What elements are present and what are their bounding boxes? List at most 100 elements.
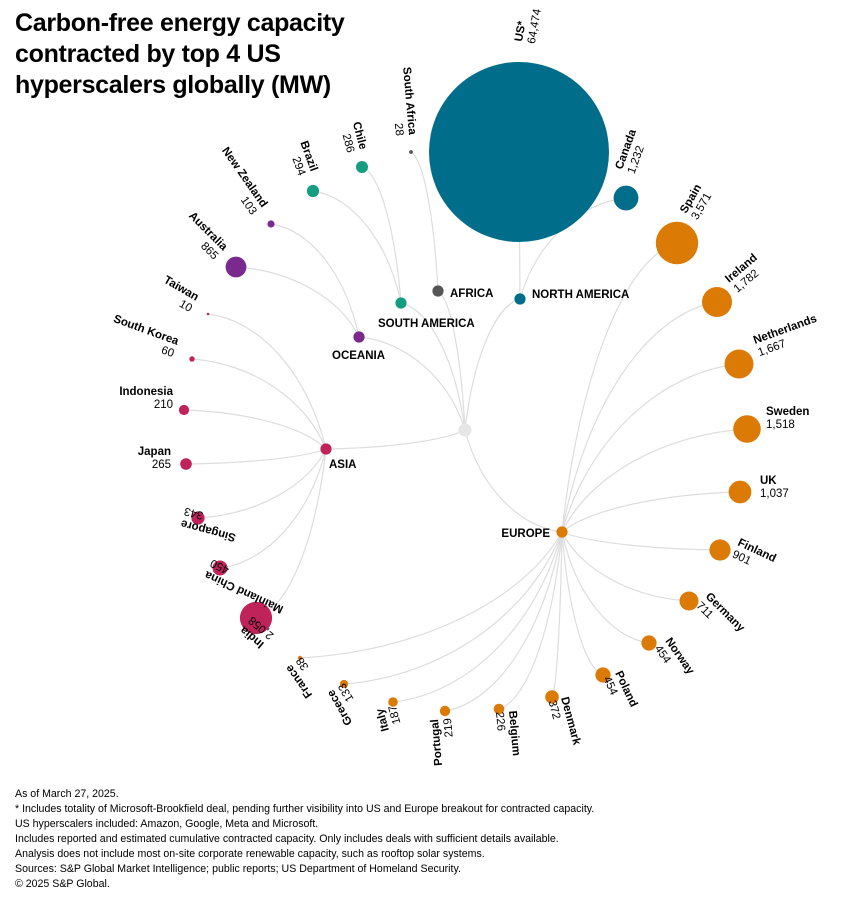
link-sweden [561, 428, 748, 533]
bubble-canada [613, 185, 639, 211]
link-brazil [312, 190, 402, 304]
country-name-netherlands: Netherlands [752, 313, 819, 347]
bubble-poland [595, 667, 611, 683]
link-germany [561, 531, 690, 602]
link-netherlands [561, 363, 740, 533]
link-spain [561, 242, 678, 533]
bubble-ireland [702, 287, 732, 317]
link-root-north-america [464, 298, 521, 431]
hub-north-america [514, 293, 526, 305]
country-value-south-africa: 28 [392, 123, 405, 137]
bubble-south-africa [409, 150, 413, 154]
bubble-chile [356, 161, 368, 173]
link-singapore [197, 448, 327, 519]
footnote-sources: Sources: S&P Global Market Intelligence;… [15, 863, 461, 875]
link-uk [561, 491, 741, 533]
hub-africa [432, 285, 444, 297]
footnote-methodology: Includes reported and estimated cumulati… [15, 833, 559, 845]
bubble-taiwan [206, 312, 210, 316]
bubble-new-zealand [267, 220, 275, 228]
footnote-hyperscalers: US hyperscalers included: Amazon, Google… [15, 818, 319, 830]
link-australia [235, 266, 360, 338]
country-value-italy: 187 [387, 704, 404, 726]
node-layer [178, 62, 761, 717]
bubble-mainland-china [212, 560, 228, 576]
region-label-oceania: OCEANIA [332, 350, 385, 362]
region-label-europe: EUROPE [501, 528, 550, 540]
link-belgium [498, 531, 563, 710]
country-name-taiwan: Taiwan [161, 274, 200, 303]
hub-europe [556, 526, 568, 538]
bubble-greece [339, 679, 349, 689]
chart-title: Carbon-free energy capacity contracted b… [15, 9, 345, 99]
link-france [299, 531, 563, 659]
country-name-us: US* [513, 20, 528, 43]
country-name-south-africa: South Africa [400, 67, 418, 136]
bubble-portugal [439, 705, 451, 717]
country-name-sweden: Sweden [766, 406, 809, 418]
bubble-india [239, 601, 273, 635]
country-name-japan: Japan [138, 446, 171, 458]
bubble-netherlands [724, 349, 754, 379]
root-node [458, 423, 472, 437]
country-name-south-korea: South Korea [112, 313, 181, 348]
link-italy [392, 531, 563, 703]
link-poland [561, 531, 604, 676]
country-value-japan: 265 [152, 459, 171, 471]
region-label-asia: ASIA [329, 459, 356, 471]
country-value-indonesia: 210 [154, 399, 173, 411]
label-uk: UK1,037 [760, 475, 789, 500]
country-value-uk: 1,037 [760, 488, 789, 500]
bubble-italy [388, 697, 398, 707]
footnote-asterisk: * Includes totality of Microsoft-Brookfi… [15, 803, 595, 815]
bubble-belgium [493, 703, 505, 715]
link-root-asia [325, 429, 466, 450]
country-name-denmark: Denmark [558, 696, 582, 747]
region-label-north-america: NORTH AMERICA [532, 289, 629, 301]
country-name-belgium: Belgium [506, 710, 522, 756]
link-india [255, 448, 327, 619]
link-new-zealand [270, 223, 360, 338]
country-value-south-korea: 60 [160, 344, 176, 360]
bubble-japan [180, 458, 192, 470]
link-south-korea [191, 358, 327, 450]
footnotes: As of March 27, 2025. * Includes totalit… [15, 787, 835, 892]
link-root-europe [464, 429, 563, 533]
link-root-south-america [400, 302, 466, 431]
link-root-africa [437, 290, 466, 431]
country-value-denmark: 372 [546, 699, 563, 721]
footnote-date: As of March 27, 2025. [15, 788, 119, 800]
link-portugal [444, 531, 563, 712]
label-us: US*64,474 [513, 7, 544, 44]
bubble-brazil [306, 184, 320, 198]
link-norway [561, 531, 650, 644]
hub-oceania [353, 331, 365, 343]
bubble-south-korea [189, 356, 195, 362]
bubble-germany [679, 591, 699, 611]
country-value-belgium: 226 [493, 711, 507, 731]
country-name-singapore: Singapore [180, 517, 237, 543]
country-name-portugal: Portugal [429, 719, 445, 767]
footnote-exclusions: Analysis does not include most on-site c… [15, 848, 485, 860]
link-japan [185, 448, 327, 465]
bubble-indonesia [178, 404, 190, 416]
bubble-singapore [191, 511, 205, 525]
